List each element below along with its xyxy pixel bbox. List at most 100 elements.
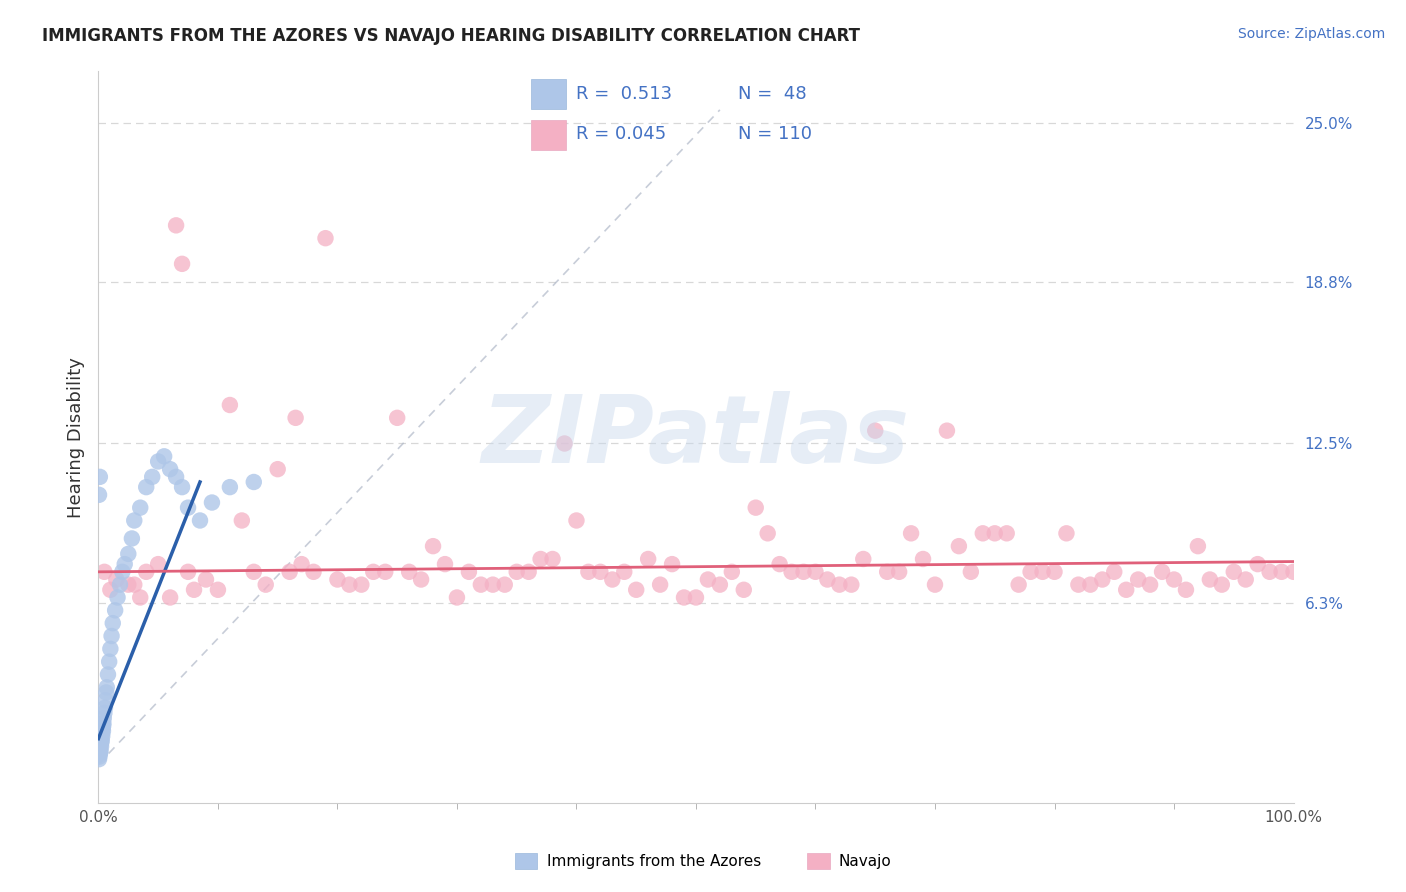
Point <box>613 565 636 579</box>
Point <box>936 424 959 438</box>
Point <box>1091 573 1114 587</box>
Point <box>141 470 163 484</box>
Point <box>278 565 301 579</box>
Point <box>326 573 349 587</box>
Point <box>1258 565 1281 579</box>
Point <box>90 731 112 746</box>
Point <box>995 526 1018 541</box>
Point <box>1223 565 1246 579</box>
Point <box>1067 577 1090 591</box>
Point <box>1019 565 1042 579</box>
Point <box>385 410 409 425</box>
Legend: Immigrants from the Azores, Navajo: Immigrants from the Azores, Navajo <box>509 847 897 875</box>
Point <box>602 573 624 587</box>
Point <box>243 475 266 489</box>
Point <box>1163 573 1185 587</box>
Point <box>90 744 112 758</box>
Point <box>589 565 612 579</box>
Point <box>685 591 707 605</box>
Point <box>104 603 127 617</box>
Point <box>159 591 181 605</box>
Point <box>865 424 887 438</box>
Point <box>852 552 875 566</box>
Point <box>291 557 314 571</box>
Text: N =  48: N = 48 <box>738 85 807 103</box>
Point <box>506 565 529 579</box>
Point <box>948 539 970 553</box>
Point <box>626 582 648 597</box>
Point <box>458 565 481 579</box>
Point <box>769 557 792 571</box>
Point <box>339 577 361 591</box>
Point <box>446 591 468 605</box>
Point <box>828 577 851 591</box>
Point <box>1128 573 1150 587</box>
Point <box>1187 539 1209 553</box>
Point <box>350 577 373 591</box>
Point <box>733 582 755 597</box>
Point <box>398 565 420 579</box>
Point <box>98 655 121 669</box>
Point <box>121 532 143 546</box>
Point <box>97 667 120 681</box>
Point <box>1175 582 1198 597</box>
Point <box>284 410 307 425</box>
Point <box>231 514 253 528</box>
Point <box>188 514 211 528</box>
Point <box>135 565 157 579</box>
Point <box>129 500 152 515</box>
Point <box>315 231 337 245</box>
Point <box>793 565 815 579</box>
Point <box>117 577 139 591</box>
Text: IMMIGRANTS FROM THE AZORES VS NAVAJO HEARING DISABILITY CORRELATION CHART: IMMIGRANTS FROM THE AZORES VS NAVAJO HEA… <box>42 27 860 45</box>
Point <box>111 565 134 579</box>
Point <box>183 582 205 597</box>
Text: R = 0.045: R = 0.045 <box>576 125 666 143</box>
Point <box>107 591 129 605</box>
Point <box>1032 565 1054 579</box>
Point <box>1115 582 1137 597</box>
Point <box>1056 526 1078 541</box>
Point <box>1139 577 1161 591</box>
Point <box>219 398 242 412</box>
Point <box>841 577 863 591</box>
Point <box>302 565 325 579</box>
Point <box>90 739 112 754</box>
Point <box>661 557 683 571</box>
Point <box>517 565 540 579</box>
Point <box>565 514 588 528</box>
Point <box>165 219 187 233</box>
Point <box>1234 573 1257 587</box>
Point <box>470 577 492 591</box>
Point <box>96 685 118 699</box>
Point <box>90 734 112 748</box>
Point <box>482 577 505 591</box>
Point <box>135 480 157 494</box>
Point <box>780 565 803 579</box>
Point <box>172 480 194 494</box>
Point <box>721 565 744 579</box>
Point <box>924 577 946 591</box>
Point <box>756 526 779 541</box>
Point <box>804 565 827 579</box>
Point <box>541 552 564 566</box>
Point <box>93 565 115 579</box>
Point <box>148 557 170 571</box>
Text: Source: ZipAtlas.com: Source: ZipAtlas.com <box>1237 27 1385 41</box>
Point <box>98 641 122 656</box>
Point <box>411 573 433 587</box>
Point <box>1080 577 1102 591</box>
Point <box>363 565 385 579</box>
Point <box>207 582 229 597</box>
FancyBboxPatch shape <box>531 79 567 109</box>
Point <box>578 565 600 579</box>
Point <box>153 450 176 464</box>
Point <box>1043 565 1066 579</box>
Point <box>889 565 911 579</box>
Point <box>105 573 128 587</box>
Point <box>165 470 187 484</box>
Point <box>177 500 200 515</box>
Point <box>89 470 111 484</box>
Point <box>650 577 672 591</box>
Point <box>984 526 1007 541</box>
